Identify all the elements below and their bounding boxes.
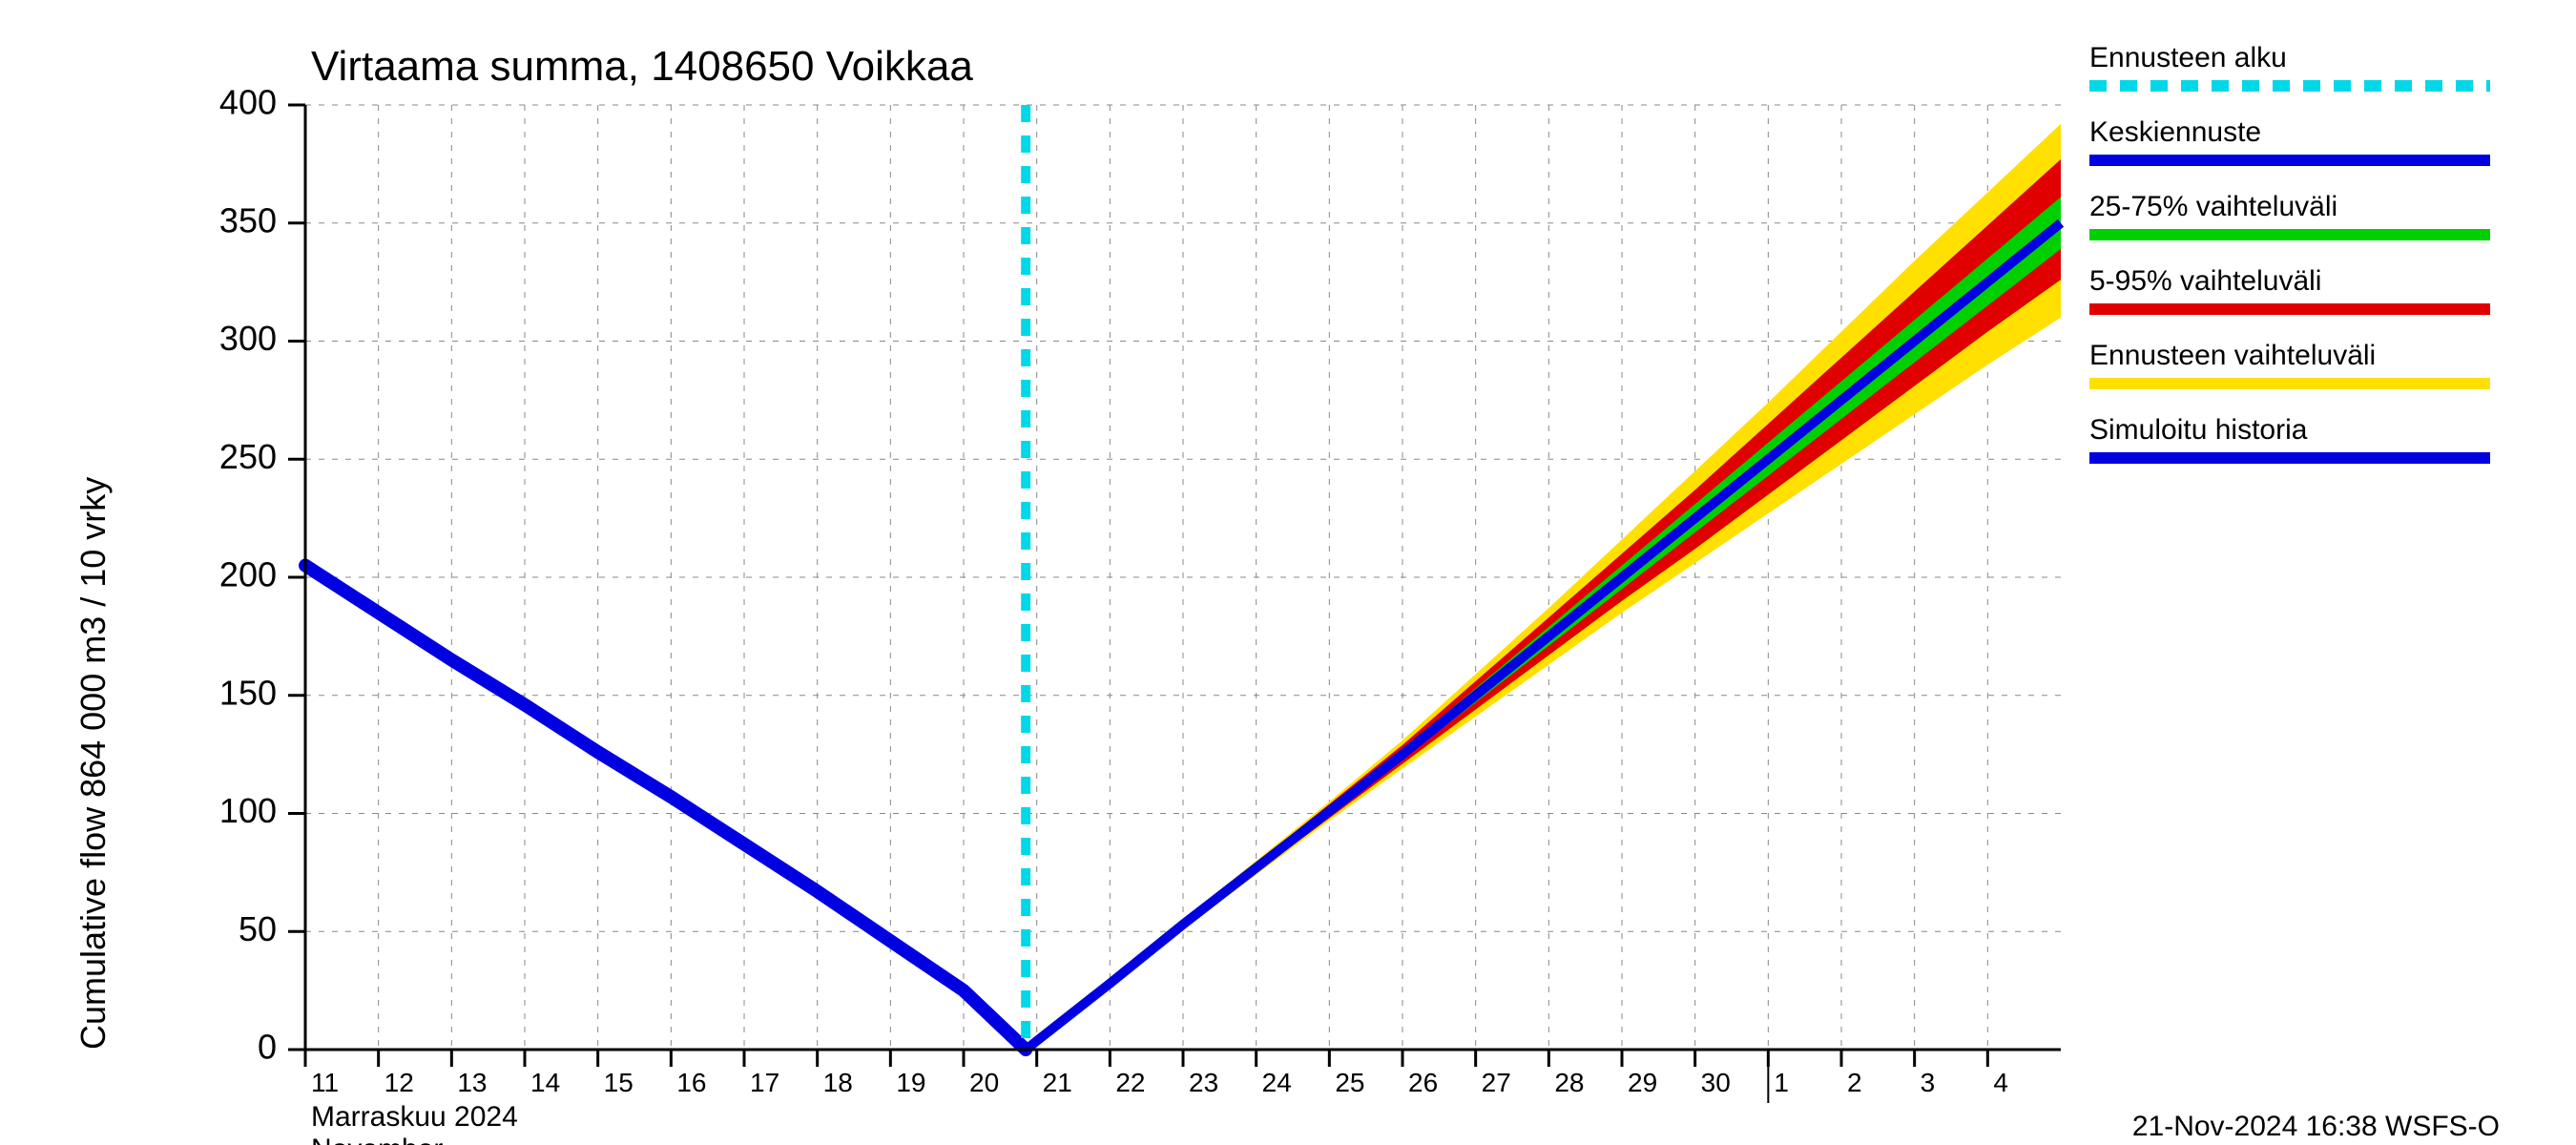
x-tick-label: 20 — [969, 1068, 999, 1097]
x-tick-label: 3 — [1921, 1068, 1936, 1097]
x-tick-label: 23 — [1189, 1068, 1218, 1097]
month-label-fi: Marraskuu 2024 — [311, 1101, 518, 1133]
chart-container: 0501001502002503003504001112131415161718… — [0, 0, 2576, 1145]
x-tick-label: 19 — [896, 1068, 925, 1097]
x-tick-label: 29 — [1628, 1068, 1657, 1097]
x-tick-label: 14 — [530, 1068, 560, 1097]
x-tick-label: 13 — [457, 1068, 487, 1097]
y-tick-label: 0 — [258, 1028, 277, 1067]
x-tick-label: 18 — [823, 1068, 853, 1097]
y-tick-label: 50 — [239, 909, 277, 948]
legend-label: 5-95% vaihteluväli — [2089, 265, 2321, 297]
legend-label: 25-75% vaihteluväli — [2089, 191, 2337, 222]
x-tick-label: 21 — [1043, 1068, 1072, 1097]
x-tick-label: 28 — [1554, 1068, 1584, 1097]
x-tick-label: 4 — [1993, 1068, 2008, 1097]
x-tick-label: 26 — [1408, 1068, 1438, 1097]
legend-label: Ennusteen vaihteluväli — [2089, 340, 2376, 371]
x-tick-label: 30 — [1701, 1068, 1731, 1097]
y-tick-label: 350 — [219, 200, 277, 239]
y-tick-label: 250 — [219, 437, 277, 476]
legend-label: Keskiennuste — [2089, 116, 2261, 148]
y-tick-label: 400 — [219, 83, 277, 122]
x-tick-label: 2 — [1847, 1068, 1862, 1097]
legend-label: Ennusteen alku — [2089, 42, 2287, 73]
x-tick-label: 15 — [604, 1068, 634, 1097]
x-tick-label: 24 — [1262, 1068, 1292, 1097]
x-tick-label: 27 — [1482, 1068, 1511, 1097]
x-tick-label: 12 — [384, 1068, 414, 1097]
y-tick-label: 200 — [219, 555, 277, 594]
footer-timestamp: 21-Nov-2024 16:38 WSFS-O — [2132, 1111, 2500, 1142]
y-tick-label: 300 — [219, 319, 277, 358]
x-tick-label: 1 — [1774, 1068, 1789, 1097]
y-axis-label: Cumulative flow 864 000 m3 / 10 vrky — [73, 477, 113, 1050]
chart-svg: 0501001502002503003504001112131415161718… — [0, 0, 2576, 1145]
month-label-en: November — [311, 1134, 443, 1145]
x-tick-label: 16 — [676, 1068, 706, 1097]
x-tick-label: 22 — [1115, 1068, 1145, 1097]
x-tick-label: 25 — [1335, 1068, 1364, 1097]
y-tick-label: 100 — [219, 791, 277, 830]
y-tick-label: 150 — [219, 673, 277, 712]
chart-title: Virtaama summa, 1408650 Voikkaa — [311, 43, 973, 90]
x-tick-label: 11 — [311, 1068, 339, 1097]
legend-label: Simuloitu historia — [2089, 414, 2308, 446]
x-tick-label: 17 — [750, 1068, 779, 1097]
